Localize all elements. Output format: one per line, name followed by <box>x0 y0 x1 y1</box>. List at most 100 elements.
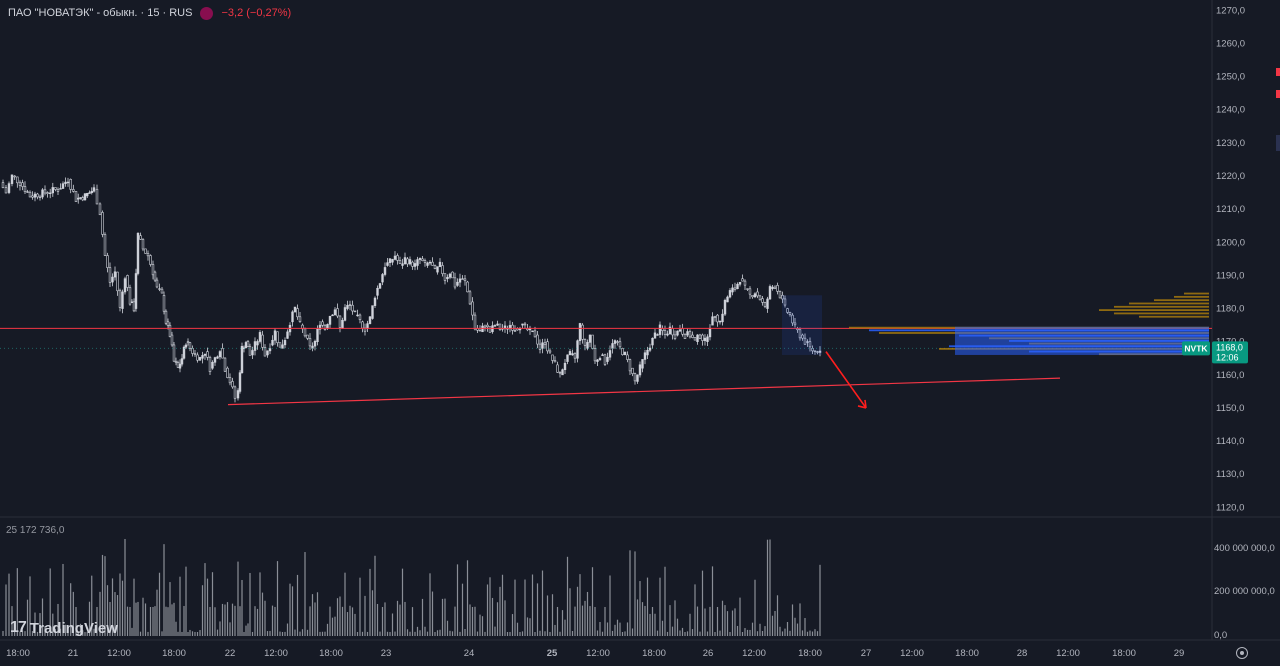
candle-body <box>428 261 432 264</box>
candle-body <box>708 327 712 338</box>
candle-body <box>95 188 99 205</box>
volume-bar <box>187 631 189 636</box>
volume-bar <box>8 573 10 636</box>
right-edge-marker <box>1276 68 1280 76</box>
support-trend-line <box>227 377 1061 406</box>
volume-bar <box>594 606 596 636</box>
volume-bar <box>381 607 384 636</box>
volume-bar <box>494 626 496 636</box>
candle-body <box>333 309 337 316</box>
settings-gear-icon[interactable] <box>1236 647 1248 659</box>
volume-bar <box>521 631 524 636</box>
volume-bar <box>264 600 266 636</box>
y-tick-label: 1210,0 <box>1216 204 1245 215</box>
volume-bar <box>439 629 441 636</box>
volume-bar <box>126 606 129 636</box>
volume-bar <box>206 578 209 636</box>
candle-body <box>121 291 124 309</box>
candle-body <box>513 330 517 332</box>
candle-body <box>603 354 607 365</box>
volume-bar <box>104 556 106 636</box>
volume-bar <box>124 538 126 636</box>
candle-body <box>211 361 214 369</box>
volume-bar <box>746 629 749 636</box>
price-tag-bg <box>1212 341 1248 364</box>
volume-bar <box>239 606 241 636</box>
tradingview-logo[interactable]: 17 TradingView <box>10 619 118 637</box>
candle-body <box>176 362 180 368</box>
volume-tick-label: 400 000 000,0 <box>1214 543 1275 554</box>
volume-bar <box>446 620 449 636</box>
volume-bar <box>329 606 331 636</box>
candle-body <box>418 258 422 260</box>
candle-body <box>453 277 457 288</box>
volume-bar <box>551 594 554 636</box>
candle-body <box>443 273 447 281</box>
candle-body <box>228 377 232 384</box>
candle-body <box>316 329 319 342</box>
candle-body <box>79 197 82 199</box>
volume-bar <box>761 630 764 636</box>
candle-body <box>146 253 150 257</box>
volume-bar <box>684 631 686 636</box>
volume-bar <box>781 631 784 636</box>
candle-body <box>451 271 454 279</box>
volume-bar <box>531 574 534 636</box>
volume-bar <box>544 631 546 636</box>
volume-bar <box>741 631 744 636</box>
candle-body <box>538 343 542 350</box>
x-tick-label: 24 <box>464 648 475 659</box>
volume-bar <box>376 603 379 636</box>
candle-body <box>741 278 744 282</box>
candle-body <box>126 275 129 288</box>
candle-body <box>633 373 637 382</box>
candle-body <box>483 325 487 329</box>
volume-bar <box>674 600 676 636</box>
candle-body <box>726 296 729 303</box>
candle-body <box>155 279 159 288</box>
volume-bar <box>286 623 289 636</box>
candle-body <box>206 351 209 358</box>
ticker-tag: NVTK <box>1184 343 1208 353</box>
volume-bar <box>806 631 809 636</box>
candle-body <box>621 348 624 356</box>
candle-body <box>261 334 264 348</box>
candle-body <box>638 364 642 376</box>
volume-bar <box>16 568 18 636</box>
candle-body <box>130 301 134 303</box>
candle-body <box>498 323 502 330</box>
volume-bar <box>426 631 429 636</box>
volume-bar <box>183 605 185 636</box>
volume-bar <box>731 610 734 636</box>
volume-profile-bar <box>1129 302 1209 305</box>
volume-bar <box>346 612 349 636</box>
volume-bar <box>266 631 269 636</box>
instrument-title[interactable]: ПАО "НОВАТЭК" - обыкн. · 15 · RUS <box>8 7 193 19</box>
candle-body <box>66 181 70 184</box>
volume-bar <box>334 616 336 636</box>
candle-body <box>668 326 672 335</box>
candle-body <box>431 261 434 266</box>
x-tick-label: 21 <box>68 648 79 659</box>
volume-bar <box>384 602 386 636</box>
candle-body <box>263 347 267 357</box>
bar-countdown-label: 12:06 <box>1216 352 1239 362</box>
candle-body <box>391 259 394 263</box>
volume-bar <box>786 621 789 636</box>
candle-body <box>593 348 597 362</box>
forecast-arrow-head <box>857 399 867 409</box>
candle-body <box>653 332 657 339</box>
candle-body <box>408 259 412 265</box>
volume-bar <box>759 623 761 636</box>
volume-bar <box>749 629 751 636</box>
volume-bar <box>461 583 464 636</box>
candle-body <box>643 352 647 360</box>
candle-body <box>186 341 190 344</box>
candle-body <box>276 331 279 343</box>
volume-bar <box>379 631 381 636</box>
volume-bar <box>716 607 719 636</box>
candle-body <box>721 313 724 323</box>
candle-body <box>781 294 784 300</box>
candle-body <box>338 315 342 328</box>
